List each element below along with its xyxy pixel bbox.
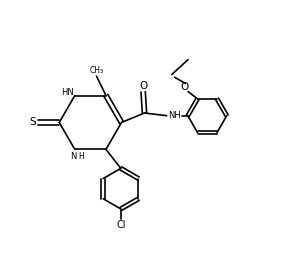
Text: CH₃: CH₃ xyxy=(89,66,103,75)
Text: HN: HN xyxy=(61,88,74,97)
Text: N: N xyxy=(70,153,77,162)
Text: S: S xyxy=(30,118,36,128)
Text: O: O xyxy=(139,82,147,91)
Text: H: H xyxy=(78,153,84,162)
Text: NH: NH xyxy=(168,111,181,120)
Text: O: O xyxy=(180,82,189,92)
Text: Cl: Cl xyxy=(116,220,126,230)
